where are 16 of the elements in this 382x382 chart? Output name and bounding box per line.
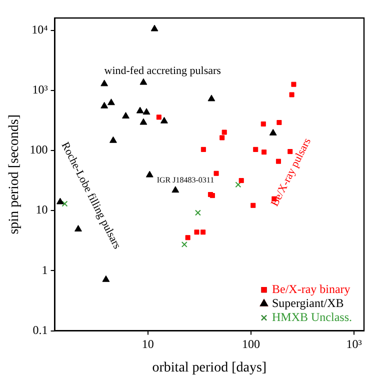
y-tick-label: 100 bbox=[30, 142, 48, 157]
y-tick-label: 10⁴ bbox=[32, 22, 48, 36]
x-tick-label: 10 bbox=[142, 337, 154, 352]
x-tick-label: 100 bbox=[242, 337, 260, 352]
legend-label: Supergiant/XB bbox=[272, 296, 344, 310]
x-tick-label: 10³ bbox=[346, 337, 362, 352]
annotation: IGR J18483-0311 bbox=[156, 176, 214, 185]
annotation: wind-fed accreting pulsars bbox=[104, 65, 221, 78]
y-axis-title: spin period [seconds] bbox=[7, 114, 22, 234]
y-tick-label: 10³ bbox=[32, 82, 48, 97]
y-tick-label: 10 bbox=[36, 202, 48, 217]
legend-label: HMXB Unclass. bbox=[272, 310, 352, 324]
legend-label: Be/X-ray binary bbox=[272, 282, 350, 296]
y-tick-label: 0.1 bbox=[32, 322, 48, 337]
y-tick-label: 1 bbox=[42, 262, 48, 277]
x-axis-title: orbital period [days] bbox=[152, 360, 267, 376]
